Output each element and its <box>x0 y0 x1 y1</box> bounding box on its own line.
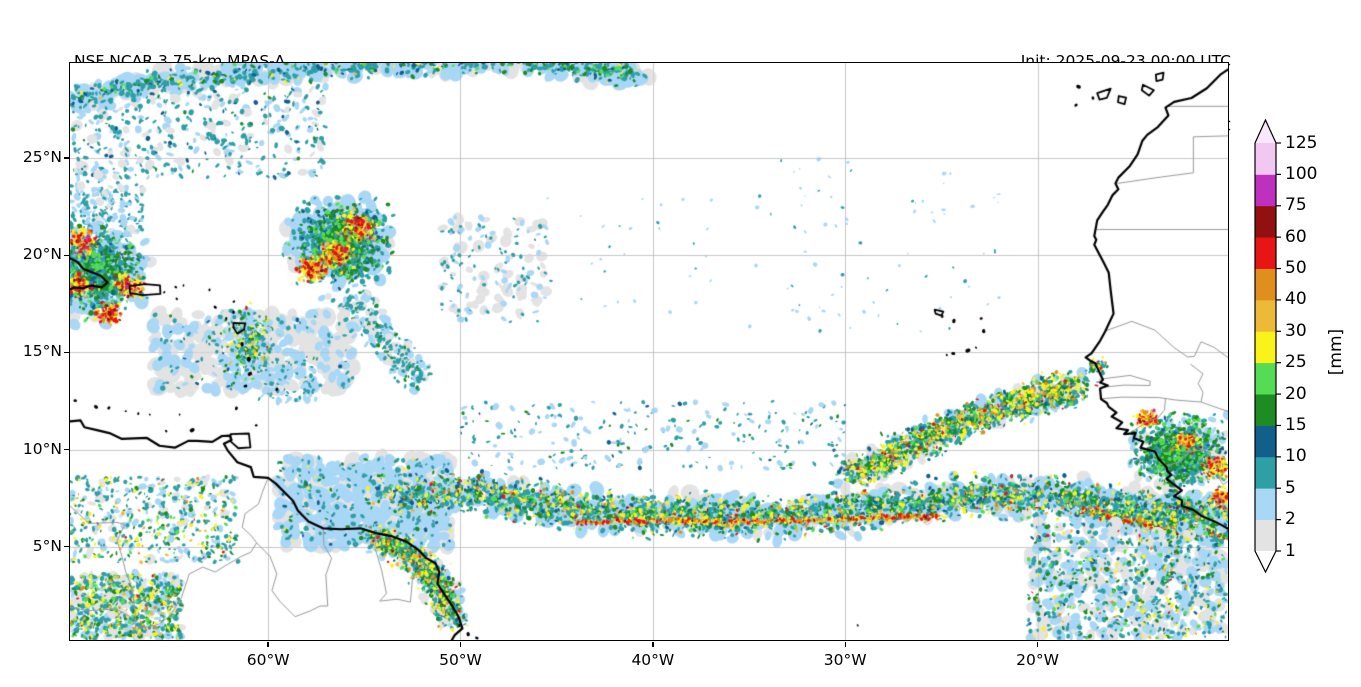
x-tick-mark <box>652 641 654 647</box>
colorbar-tick-label: 125 <box>1285 132 1318 153</box>
colorbar-segment <box>1255 394 1276 426</box>
colorbar-tick-label: 10 <box>1285 446 1307 467</box>
colorbar-segment <box>1255 143 1276 175</box>
y-tick-label: 20°N <box>22 245 62 264</box>
y-tick-mark <box>63 351 69 354</box>
colorbar-segment <box>1255 237 1276 269</box>
colorbar-tick-label: 60 <box>1285 226 1307 247</box>
x-tick-mark <box>844 641 846 647</box>
colorbar-segment <box>1255 362 1276 395</box>
colorbar <box>1254 118 1281 574</box>
colorbar-tick-label: 75 <box>1285 195 1307 216</box>
colorbar-tick-label: 20 <box>1285 383 1307 404</box>
colorbar-tick-label: 40 <box>1285 289 1307 310</box>
colorbar-units-label: [mm] <box>1326 328 1346 376</box>
y-tick-mark <box>63 448 69 451</box>
colorbar-under-arrow <box>1255 551 1276 572</box>
colorbar-tick-label: 30 <box>1285 320 1307 341</box>
x-tick-label: 20°W <box>1016 651 1059 669</box>
colorbar-over-arrow <box>1255 120 1276 143</box>
y-tick-label: 5°N <box>32 536 62 555</box>
colorbar-tick-label: 25 <box>1285 352 1307 373</box>
y-tick-mark <box>63 157 69 159</box>
x-tick-mark <box>459 641 462 647</box>
map-frame <box>69 62 1229 641</box>
precipitation-map-canvas <box>70 63 1228 640</box>
colorbar-tick-label: 50 <box>1285 258 1307 279</box>
x-tick-label: 50°W <box>439 651 482 669</box>
y-tick-mark <box>63 546 69 548</box>
y-tick-mark <box>63 254 69 257</box>
colorbar-segment <box>1255 456 1276 489</box>
colorbar-segment <box>1255 331 1276 364</box>
x-tick-label: 60°W <box>246 651 290 669</box>
y-tick-label: 10°N <box>22 439 62 458</box>
colorbar-segment <box>1255 205 1276 238</box>
colorbar-tick-label: 100 <box>1285 163 1318 184</box>
colorbar-segment <box>1255 425 1276 458</box>
colorbar-tick-label: 5 <box>1285 477 1296 498</box>
colorbar-segment <box>1255 268 1276 301</box>
x-tick-label: 40°W <box>631 651 675 669</box>
x-tick-mark <box>267 641 269 647</box>
y-tick-label: 15°N <box>22 342 62 361</box>
colorbar-tick-label: 2 <box>1285 509 1296 530</box>
x-tick-label: 30°W <box>823 651 867 669</box>
colorbar-tick-label: 1 <box>1285 540 1296 561</box>
colorbar-segment <box>1255 488 1276 521</box>
y-tick-label: 25°N <box>22 148 62 167</box>
colorbar-segment <box>1255 174 1276 207</box>
colorbar-tick-label: 15 <box>1285 414 1307 435</box>
colorbar-segment <box>1255 299 1276 332</box>
x-tick-mark <box>1036 641 1039 647</box>
colorbar-segment <box>1255 519 1276 552</box>
